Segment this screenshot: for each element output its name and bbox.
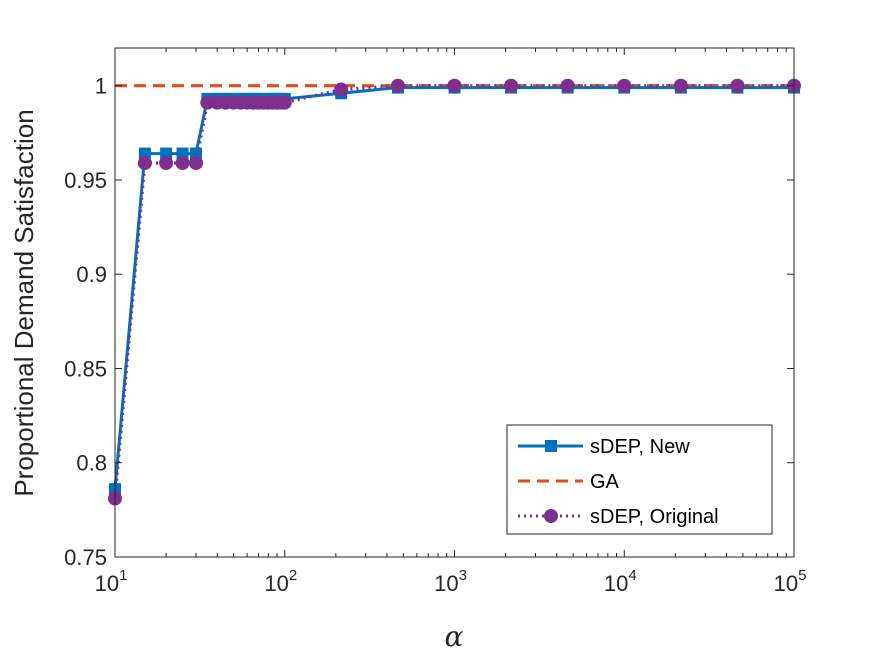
y-tick-label: 0.8: [76, 451, 107, 476]
data-point-circle: [175, 155, 190, 170]
legend-marker-square: [545, 440, 557, 452]
legend: sDEP, New GA sDEP, Original: [506, 424, 773, 535]
data-point-circle: [504, 78, 519, 93]
x-tick-label: 104: [604, 567, 637, 596]
legend-label: sDEP, Original: [590, 506, 719, 528]
data-point-circle: [188, 155, 203, 170]
data-point-circle: [200, 95, 215, 110]
series-sdep-original: [108, 78, 801, 506]
y-tick-label: 0.75: [64, 545, 107, 570]
series-layer: [108, 78, 801, 506]
x-tick-label: 103: [434, 567, 467, 596]
data-point-circle: [334, 82, 349, 97]
legend-marker-circle: [544, 509, 558, 523]
x-tick-label: 101: [95, 567, 128, 596]
data-point-circle: [137, 155, 152, 170]
data-point-circle: [673, 78, 688, 93]
y-tick-label: 0.9: [76, 262, 107, 287]
y-axis-label: Proportional Demand Satisfaction: [9, 109, 39, 496]
data-point-square: [160, 147, 173, 160]
data-point-square: [176, 147, 189, 160]
y-tick-label: 1: [95, 74, 107, 99]
x-tick-label: 102: [264, 567, 297, 596]
x-axis-label: α: [445, 620, 464, 653]
tick-layer: 0.75 0.8 0.85 0.9 0.95 1 101 102 103 104 105: [64, 48, 806, 596]
legend-label: GA: [590, 471, 620, 493]
data-point-circle: [159, 155, 174, 170]
legend-item: GA: [518, 471, 620, 493]
legend-items: sDEP, New GA sDEP, Original: [518, 436, 719, 528]
data-point-square: [138, 147, 151, 160]
data-point-circle: [390, 78, 405, 93]
data-point-square: [189, 147, 202, 160]
y-tick-label: 0.95: [64, 168, 107, 193]
legend-item: sDEP, Original: [518, 506, 719, 528]
data-point-circle: [560, 78, 575, 93]
x-tick-label: 105: [774, 567, 807, 596]
data-point-circle: [730, 78, 745, 93]
y-tick-label: 0.85: [64, 356, 107, 381]
data-point-circle: [277, 95, 292, 110]
legend-label: sDEP, New: [590, 436, 690, 458]
data-point-circle: [617, 78, 632, 93]
data-point-circle: [447, 78, 462, 93]
legend-item: sDEP, New: [518, 436, 690, 458]
